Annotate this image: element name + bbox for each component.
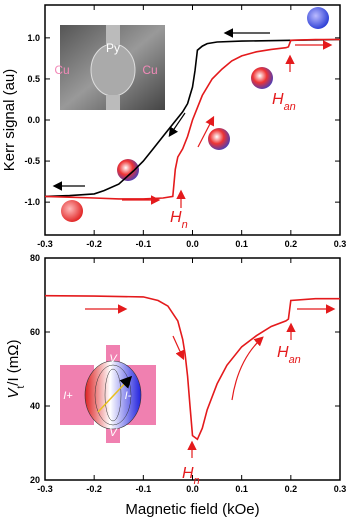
x-tick-label: 0.1 [235,484,248,494]
inset-label: Cu [54,63,69,77]
inset-label: I- [125,390,132,402]
y-axis-label-part: V [5,387,22,399]
y-tick-label: -1.0 [24,197,40,207]
y-tick-label: 1.0 [27,33,40,43]
inset-label: Py [106,41,120,55]
y-tick-label: -0.5 [24,156,40,166]
x-tick-label: 0.2 [285,484,298,494]
sweep-arrows [52,28,336,458]
y-tick-label: 80 [30,253,40,263]
magnetization-spheres [61,7,329,222]
x-tick-label: 0.2 [285,239,298,249]
sem-inset [60,25,165,110]
y-axis-label: Kerr signal (au) [1,69,18,172]
y-tick-label: 0.0 [27,115,40,125]
data-line [44,294,340,441]
data-line [44,38,340,200]
y-axis-label: Vt/I (mΩ) [5,339,27,398]
field-annotation: Han [272,91,296,113]
annotation-main: H [277,344,289,361]
x-tick-label: -0.2 [86,239,102,249]
data-line [44,38,341,198]
annotation-sub: an [284,101,296,113]
y-axis-label-part: t [16,385,27,388]
annotation-main: H [182,465,194,482]
x-axis-label: Magnetic field (kOe) [125,501,259,518]
annotation-sub: n [182,219,188,231]
inset-label: V [109,353,118,365]
field-annotation: Hn [182,465,200,487]
y-tick-label: 0.5 [27,74,40,84]
y-axis-label-part: /I (mΩ) [5,339,22,385]
x-tick-label: 0.0 [186,239,199,249]
x-tick-label: 0.3 [334,239,347,249]
x-tick-label: 0.0 [186,484,199,494]
annotation-main: H [272,91,284,108]
y-tick-label: 60 [30,327,40,337]
domain-inset [60,345,156,443]
x-tick-label: 0.3 [334,484,347,494]
x-tick-label: -0.2 [86,484,102,494]
x-tick-label: -0.1 [136,239,152,249]
annotation-sub: an [289,354,301,366]
annotation-sub: n [194,475,200,487]
x-tick-label: 0.1 [235,239,248,249]
inset-label: I+ [63,390,73,402]
inset-label: Cu [142,63,157,77]
y-tick-label: 40 [30,401,40,411]
inset-label: V [109,427,118,439]
x-tick-label: -0.3 [37,484,53,494]
field-annotation: Han [277,344,301,366]
x-tick-label: -0.3 [37,239,53,249]
annotation-main: H [170,209,182,226]
field-annotation: Hn [170,209,188,231]
y-tick-label: 20 [30,475,40,485]
x-tick-label: -0.1 [136,484,152,494]
